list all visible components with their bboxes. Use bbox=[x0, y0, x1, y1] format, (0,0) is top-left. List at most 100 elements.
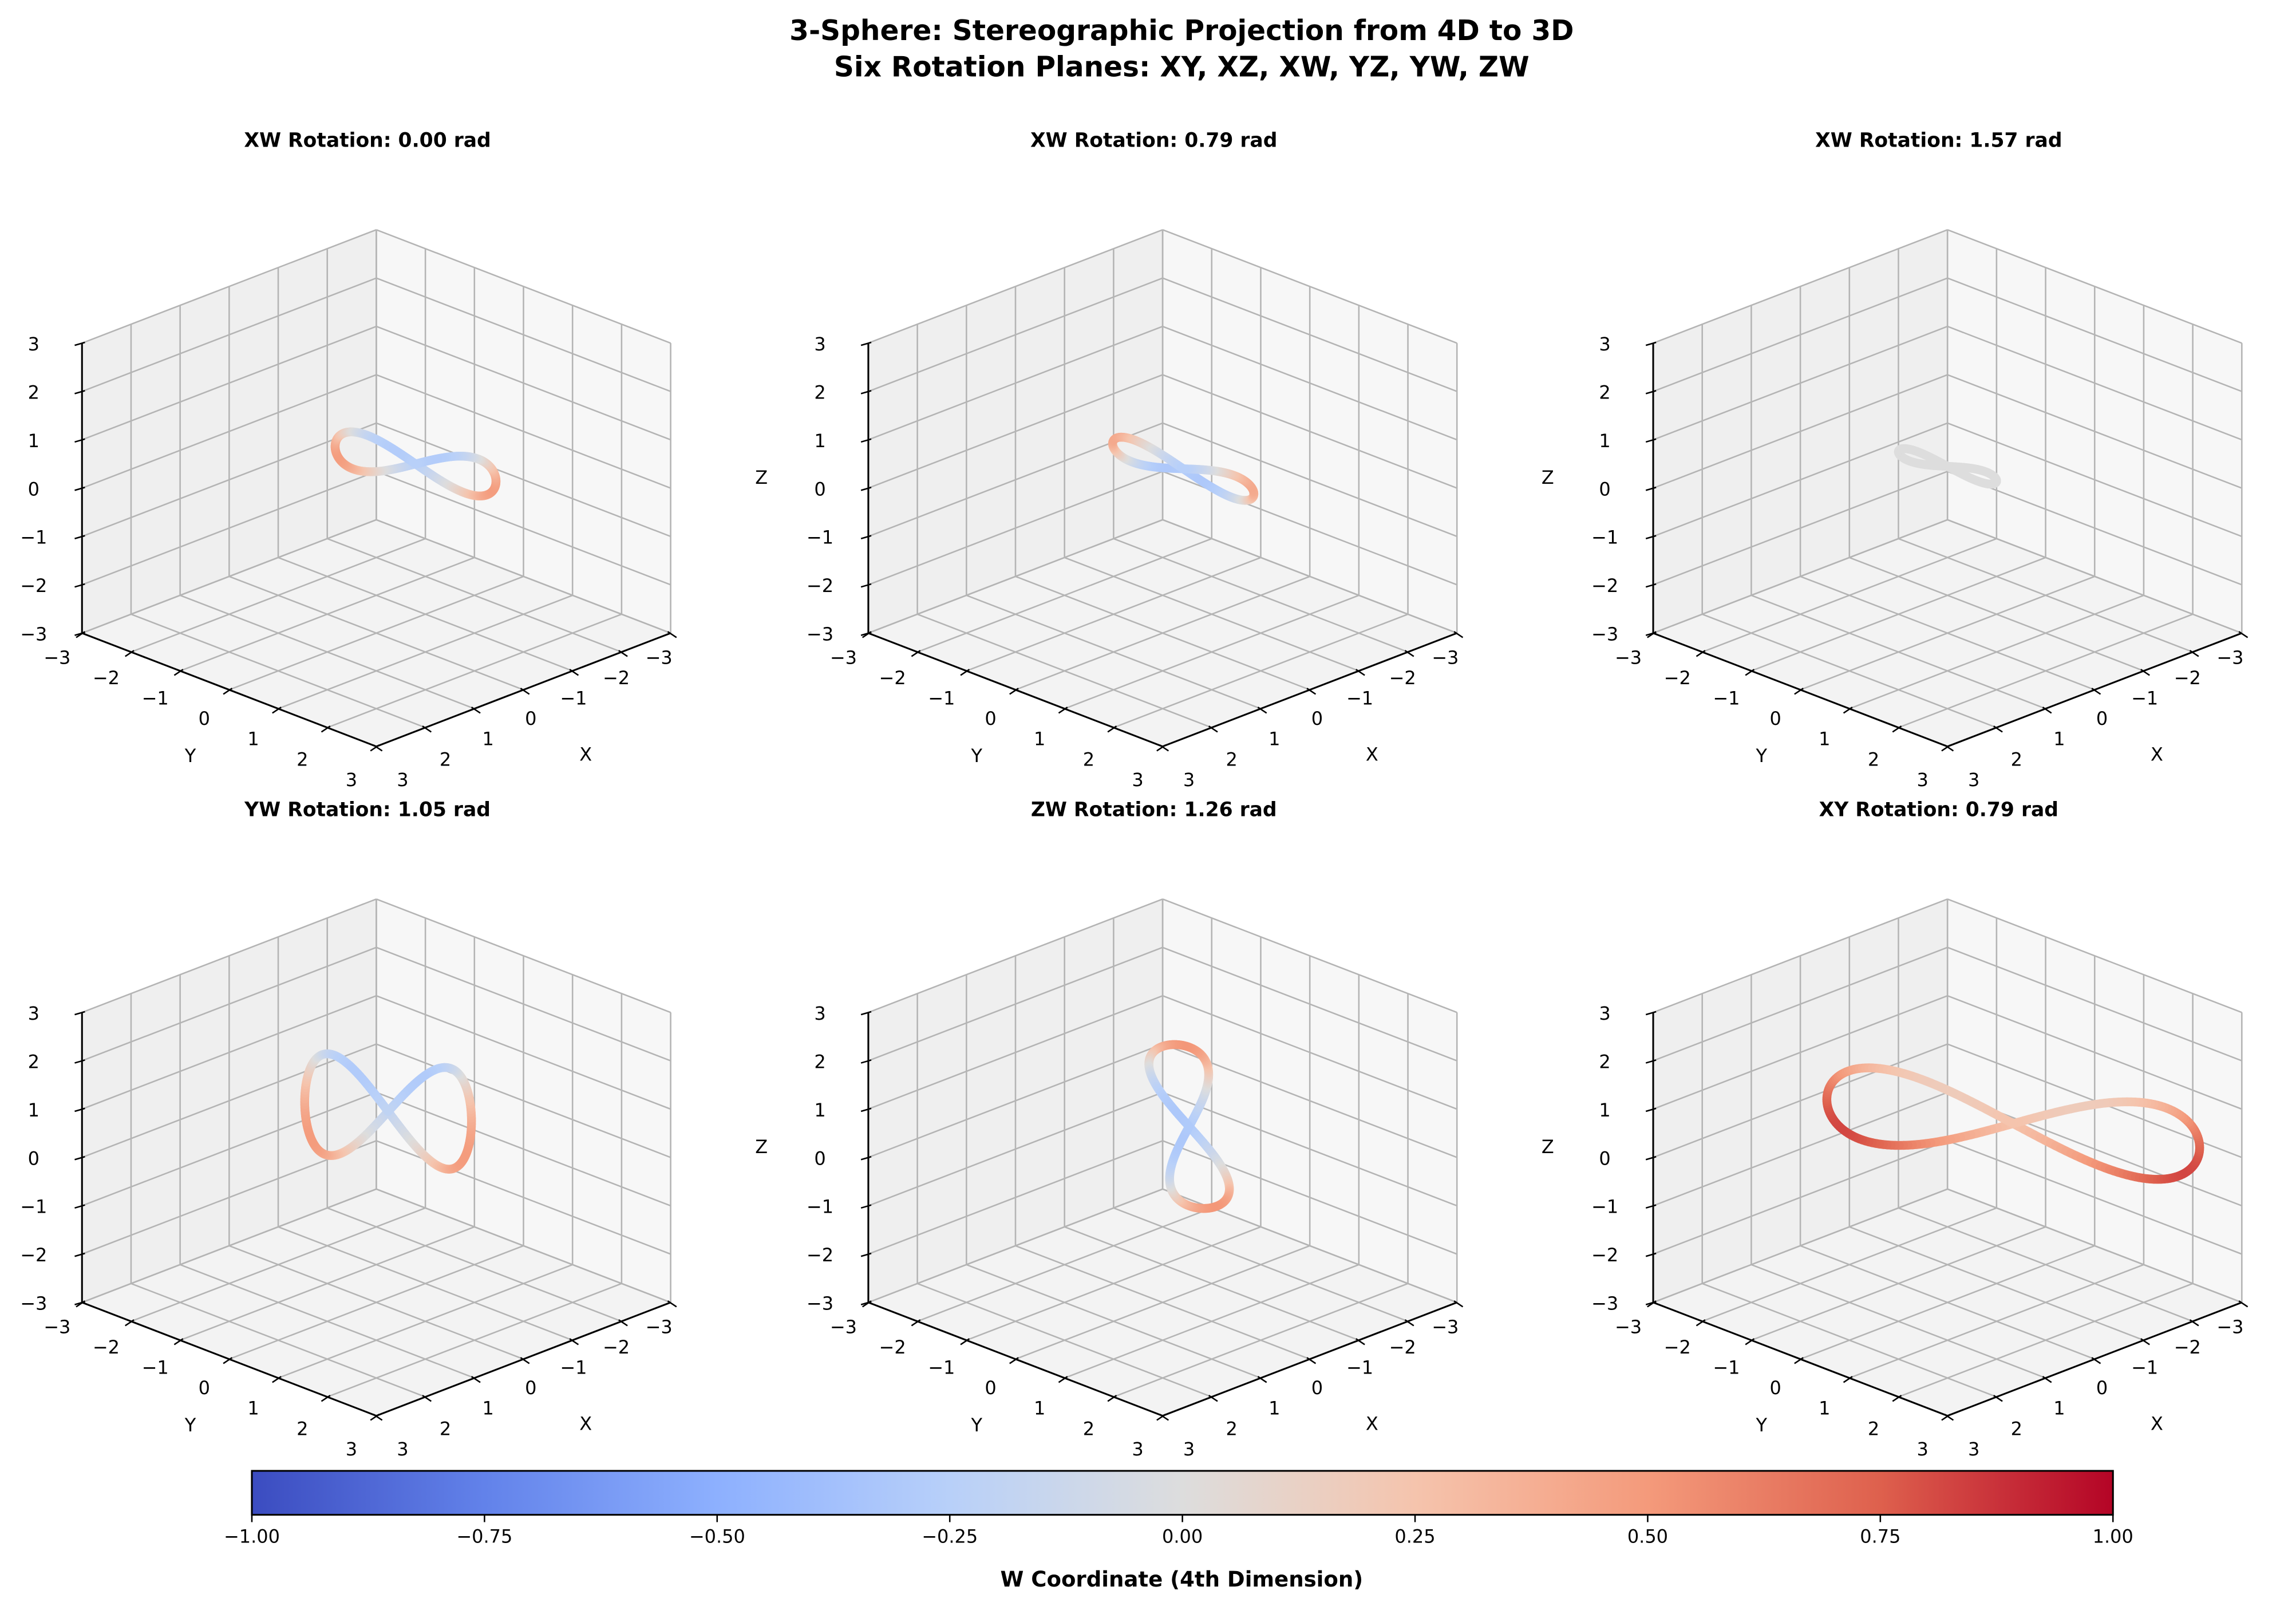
curve bbox=[330, 427, 501, 500]
curve-segment bbox=[1176, 463, 1188, 473]
gridline bbox=[376, 229, 671, 344]
z-tick-label: 2 bbox=[1599, 381, 1610, 403]
z-tick bbox=[860, 1059, 872, 1064]
x-tick-label: −2 bbox=[1389, 667, 1416, 689]
y-tick-label: 0 bbox=[199, 1377, 210, 1399]
y-tick bbox=[1647, 631, 1657, 638]
z-tick bbox=[860, 535, 872, 540]
y-axis-label: Y bbox=[970, 745, 982, 767]
subplot-title: XW Rotation: 0.79 rad bbox=[1030, 129, 1277, 152]
z-axis-label: Z bbox=[755, 467, 768, 488]
gridline bbox=[1947, 946, 2242, 1062]
x-tick-label: 1 bbox=[482, 1398, 493, 1419]
x-tick bbox=[1257, 1376, 1267, 1383]
z-tick bbox=[74, 1107, 85, 1112]
x-tick-label: 0 bbox=[1311, 1377, 1323, 1399]
y-axis-label: Y bbox=[1756, 745, 1768, 767]
colorbar-tick-label: 0.50 bbox=[1627, 1525, 1668, 1547]
z-tick-label: −1 bbox=[20, 527, 47, 549]
y-tick-label: −2 bbox=[93, 1336, 120, 1358]
y-tick-label: −1 bbox=[928, 688, 955, 709]
z-tick-label: 3 bbox=[1599, 1003, 1610, 1024]
x-axis-label: X bbox=[1366, 1412, 1378, 1434]
z-tick bbox=[74, 1156, 85, 1161]
z-tick bbox=[860, 1156, 872, 1161]
z-tick bbox=[860, 390, 872, 394]
y-tick bbox=[76, 631, 86, 638]
z-tick-label: −3 bbox=[20, 1293, 47, 1315]
x-axis-label: X bbox=[579, 1412, 592, 1434]
x-tick-label: 2 bbox=[1226, 748, 1238, 770]
gridline bbox=[376, 946, 671, 1062]
z-tick bbox=[860, 1252, 872, 1257]
gridline bbox=[1898, 613, 2194, 728]
gridline bbox=[1162, 898, 1457, 1013]
x-tick bbox=[1404, 1319, 1414, 1327]
y-tick-label: −3 bbox=[830, 1316, 857, 1338]
x-tick-label: 0 bbox=[525, 708, 536, 729]
y-tick-label: 3 bbox=[346, 1438, 357, 1460]
z-tick bbox=[1645, 583, 1657, 588]
x-tick-label: −3 bbox=[646, 646, 673, 668]
subplot-title: XY Rotation: 0.79 rad bbox=[1819, 799, 2058, 822]
y-tick bbox=[1843, 1376, 1853, 1383]
gridline bbox=[376, 898, 671, 1013]
x-tick-label: 2 bbox=[1226, 1418, 1238, 1439]
z-tick-label: 1 bbox=[814, 1099, 825, 1121]
z-tick-label: 0 bbox=[1599, 478, 1610, 500]
y-tick-label: −3 bbox=[1615, 646, 1642, 668]
x-tick bbox=[667, 1300, 677, 1308]
z-tick bbox=[860, 583, 872, 588]
gridline bbox=[1947, 277, 2242, 392]
x-tick bbox=[520, 1357, 530, 1364]
y-tick bbox=[1794, 1357, 1804, 1364]
x-tick-label: 2 bbox=[2011, 1418, 2022, 1439]
z-tick-label: 1 bbox=[28, 430, 39, 452]
z-tick bbox=[860, 1107, 872, 1112]
z-tick-label: −3 bbox=[1591, 624, 1618, 645]
colorbar-gradient bbox=[251, 1470, 2114, 1516]
z-tick bbox=[1645, 1252, 1657, 1257]
y-tick-label: 1 bbox=[1034, 728, 1045, 750]
y-tick-label: −1 bbox=[142, 1357, 169, 1379]
y-tick bbox=[370, 744, 380, 752]
z-tick-label: 0 bbox=[1599, 1147, 1610, 1169]
y-tick-label: −1 bbox=[928, 1357, 955, 1379]
x-tick-label: −2 bbox=[603, 667, 630, 689]
y-tick bbox=[960, 1338, 970, 1345]
y-tick-label: −2 bbox=[879, 1336, 906, 1358]
x-tick-label: −1 bbox=[560, 688, 587, 709]
colorbar-tick-label: 0.00 bbox=[1162, 1525, 1203, 1547]
y-tick bbox=[1745, 1338, 1755, 1345]
y-tick bbox=[1892, 725, 1902, 733]
gridline bbox=[868, 946, 1163, 1062]
gridline bbox=[81, 277, 377, 392]
y-axis-label: Y bbox=[1756, 1414, 1768, 1436]
x-tick-label: −1 bbox=[1346, 688, 1373, 709]
gridline bbox=[868, 229, 1163, 344]
x-tick-label: −3 bbox=[2216, 1316, 2243, 1338]
z-tick bbox=[1645, 1204, 1657, 1209]
z-tick bbox=[1645, 1156, 1657, 1161]
y-tick bbox=[911, 1319, 921, 1327]
colorbar-label: W Coordinate (4th Dimension) bbox=[1000, 1567, 1363, 1592]
gridline bbox=[1113, 613, 1409, 728]
y-tick bbox=[223, 688, 233, 695]
z-tick bbox=[74, 1011, 85, 1016]
subplot-6: −3−3 −3−2−2 −2−1−1 −100 011 122 233 3Y XXY Rotat… bbox=[1591, 799, 2248, 1460]
z-tick bbox=[74, 341, 85, 346]
z-tick-label: −1 bbox=[807, 1196, 833, 1218]
y-tick-label: 0 bbox=[985, 1377, 996, 1399]
z-tick-label: 1 bbox=[1599, 430, 1610, 452]
z-tick-label: −1 bbox=[1591, 1196, 1618, 1218]
colorbar-tick-label: 0.75 bbox=[1860, 1525, 1900, 1547]
y-tick bbox=[862, 1300, 872, 1308]
curve-segment bbox=[381, 1104, 393, 1116]
y-tick bbox=[862, 631, 872, 638]
x-tick bbox=[2189, 650, 2199, 657]
y-tick-label: 0 bbox=[199, 708, 210, 729]
y-tick bbox=[125, 650, 135, 657]
